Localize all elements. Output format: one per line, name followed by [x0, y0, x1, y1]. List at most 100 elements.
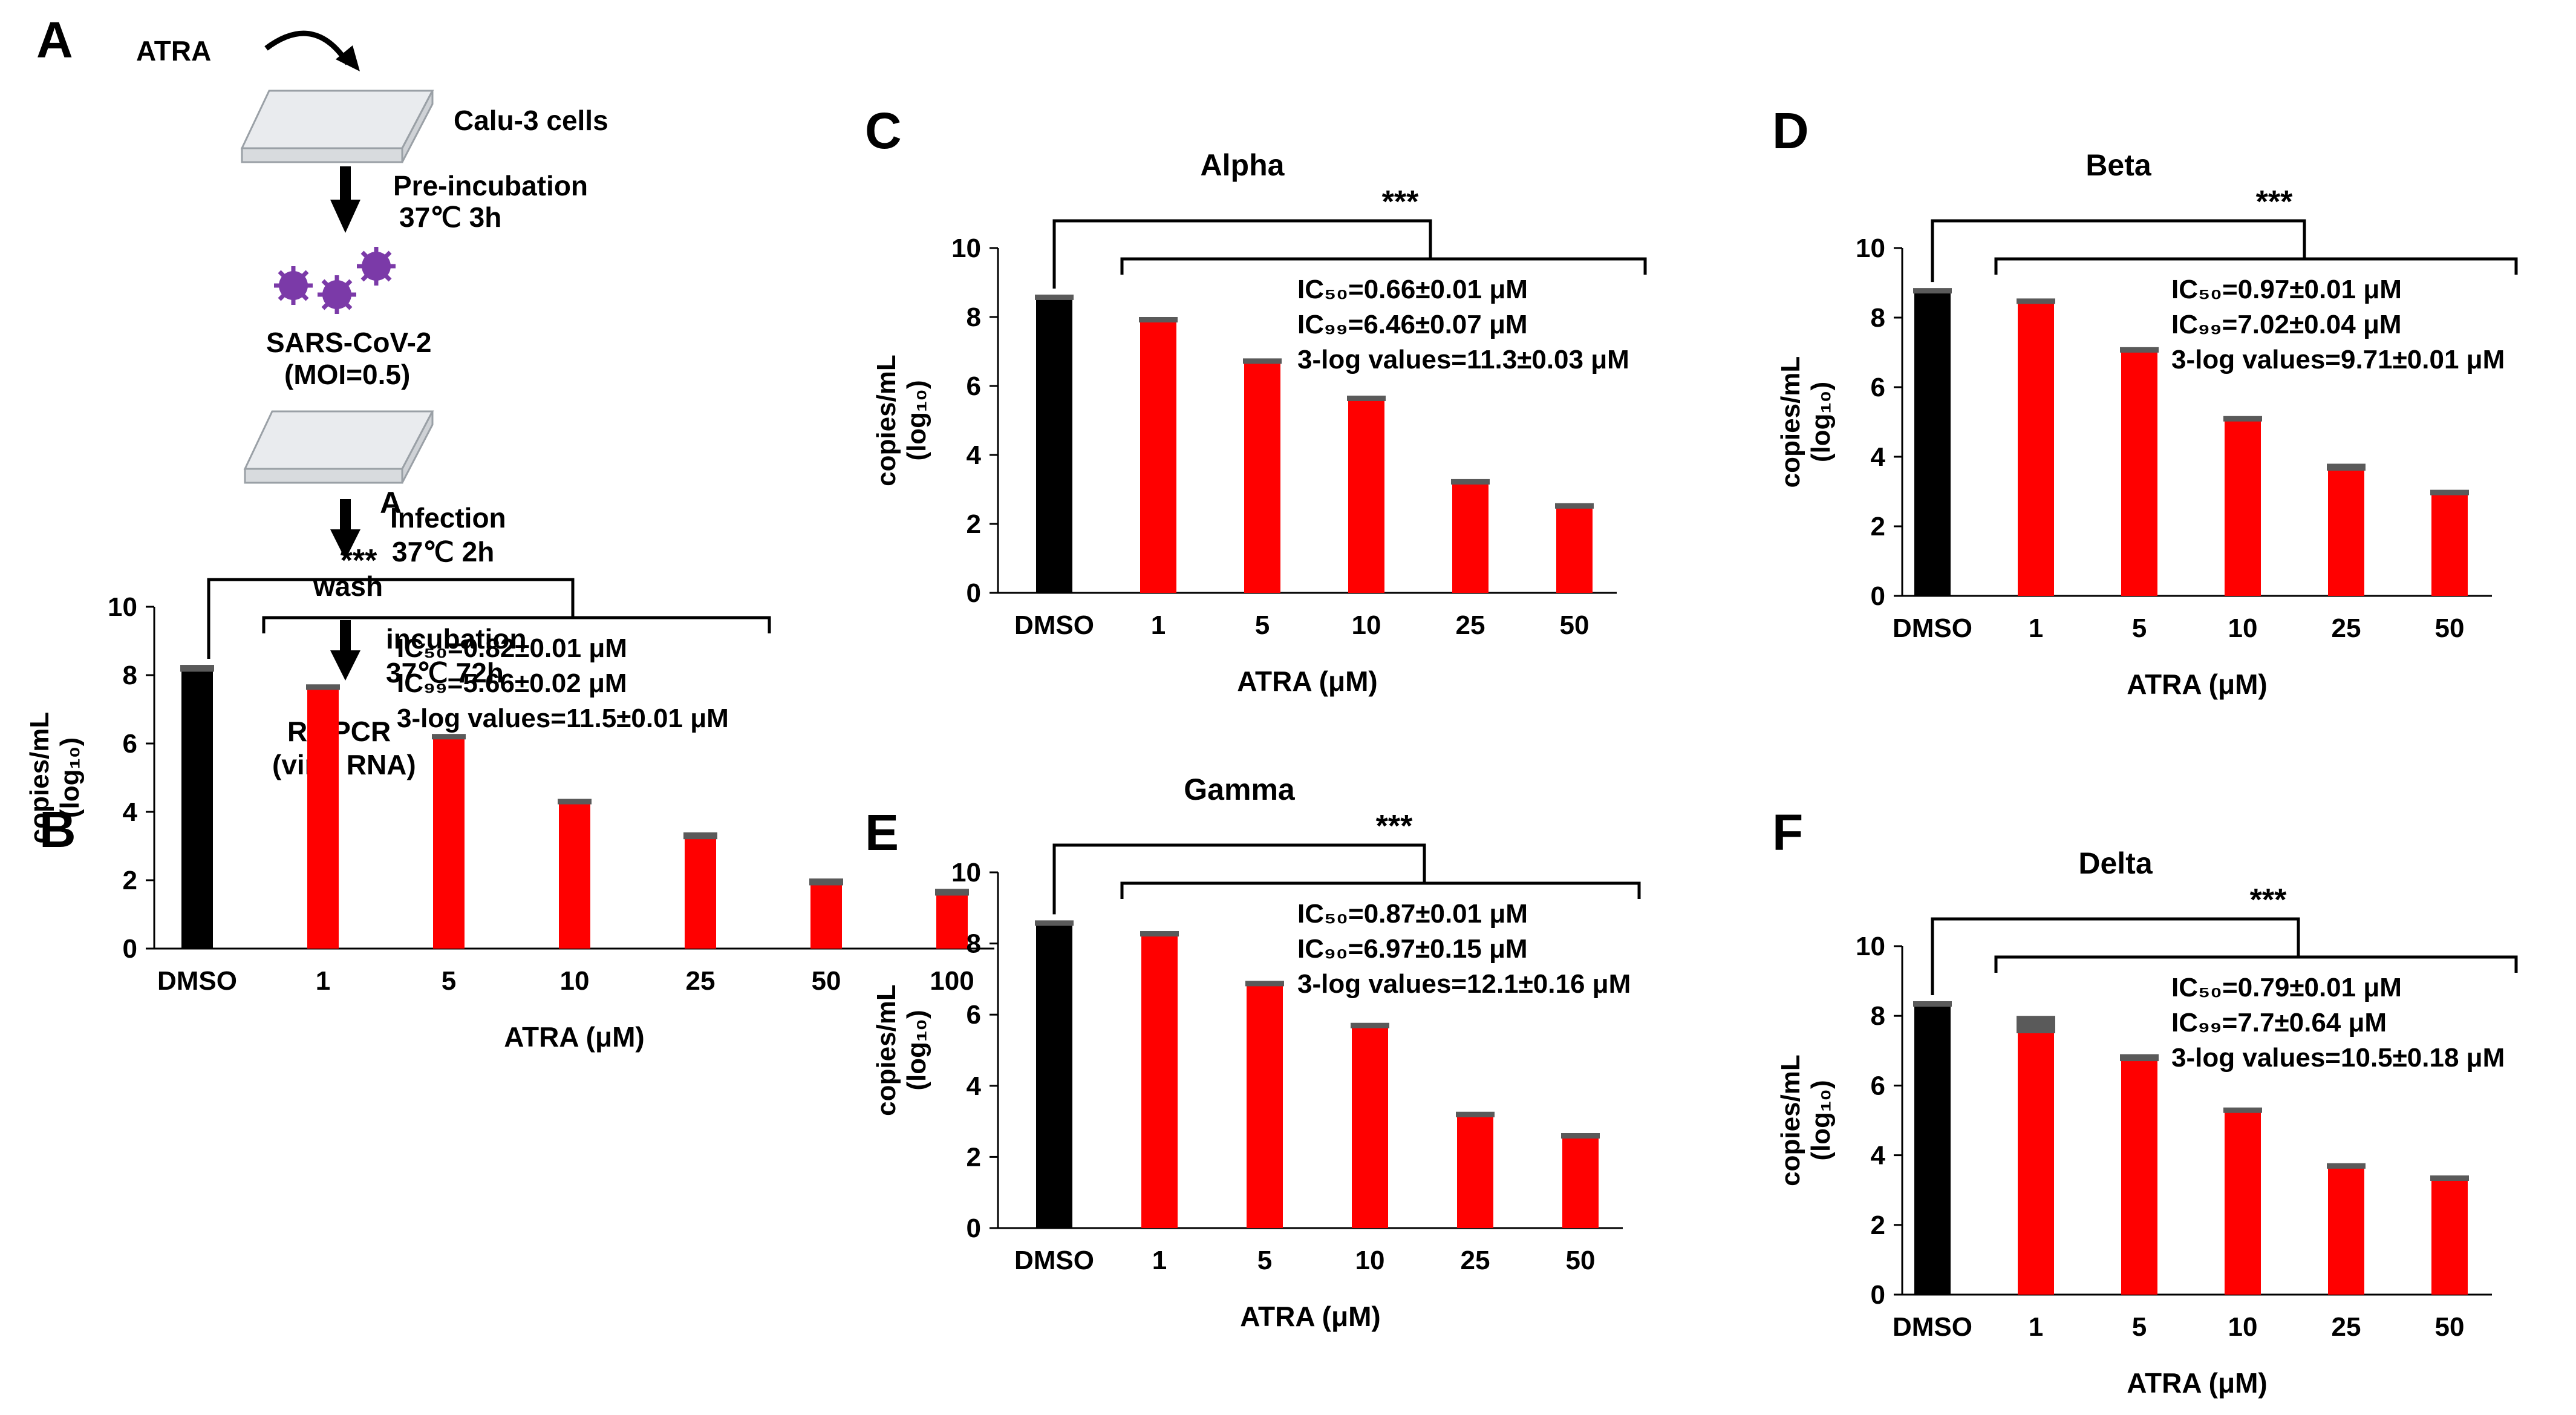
chart-title: Beta [2085, 148, 2152, 182]
x-tick-label: 25 [1461, 1246, 1490, 1275]
bar-50 [2431, 491, 2468, 596]
x-tick-label: 25 [1456, 610, 1485, 640]
culture-plate-icon-2 [243, 410, 434, 484]
significance-bracket-lower [1120, 257, 1647, 275]
x-tick-label: 5 [442, 966, 456, 996]
x-tick-label: 5 [1257, 1246, 1272, 1275]
x-tick-label: 1 [316, 966, 330, 996]
significance-bracket-lower [262, 616, 771, 633]
chart-title: Delta [2078, 846, 2153, 880]
error-bar [558, 799, 592, 805]
schematic-wash-label: wash [313, 570, 383, 602]
error-bar [1139, 317, 1178, 322]
schematic-virus-label: SARS-CoV-2 [266, 327, 431, 358]
x-tick-label: 50 [1560, 610, 1590, 640]
ic-annotation: IC₉₀=6.97±0.15 μM [1297, 934, 1528, 964]
panel-letter-e: E [865, 804, 899, 861]
panel-letter-a: A [36, 11, 73, 68]
chart-panel-d: 0 2 4 6 8 10 DMSO 1 5 10 25 50 ATRA (μM) Beta copies/m… [1776, 148, 2518, 700]
error-bar [1347, 395, 1386, 401]
x-tick-label: 10 [1355, 1246, 1385, 1275]
bar-5 [433, 736, 465, 949]
chart-panel-e: 0 2 4 6 8 10 DMSO 1 5 10 25 50 ATRA (μM) Gamma copies/… [872, 773, 1641, 1332]
x-tick-label: 10 [560, 966, 590, 996]
x-tick-label: 1 [1151, 610, 1166, 640]
y-tick-label: 6 [967, 1000, 981, 1030]
y-axis-title: copies/mL [25, 712, 54, 844]
ic-annotation: 3-log values=11.3±0.03 μM [1297, 345, 1629, 374]
error-bar [2430, 1175, 2469, 1181]
y-tick-label: 4 [1871, 1141, 1886, 1171]
bar-DMSO [1914, 1004, 1951, 1295]
error-bar [809, 878, 843, 886]
significance-bracket-lower [1994, 955, 2518, 973]
panel-letter-f: F [1772, 804, 1803, 861]
y-tick-label: 10 [1856, 234, 1885, 263]
x-tick-label: 50 [812, 966, 841, 996]
x-tick-label: 50 [2435, 1312, 2465, 1342]
x-tick-label: 50 [2435, 613, 2465, 643]
y-tick-label: 2 [967, 509, 981, 539]
error-bar [2120, 347, 2159, 353]
schematic-step3-label: incubation [386, 623, 527, 655]
significance-bracket-lower [1994, 257, 2518, 275]
bar-1 [1141, 932, 1178, 1228]
significance-bracket-lower [1120, 881, 1641, 899]
virus-spikes-icon [274, 247, 396, 314]
y-axis-title: copies/mL [1776, 356, 1805, 488]
x-tick-label: 100 [930, 966, 974, 996]
error-bar [1245, 981, 1284, 987]
schematic-readout-sub: (viral RNA) [272, 749, 416, 780]
panel-a-schematic: A ATRA Calu-3 cells Pre-incubation 37℃ 3… [36, 11, 608, 780]
error-bar [432, 734, 466, 740]
bar-10 [2225, 418, 2261, 596]
significance-bracket-upper [1931, 219, 2306, 283]
x-tick-label: 10 [2228, 613, 2258, 643]
y-axis-title: copies/mL [872, 355, 901, 486]
ic-annotation: IC₅₀=0.87±0.01 μM [1297, 899, 1528, 929]
significance-stars: *** [1382, 185, 1419, 220]
panel-letter-b: B [39, 801, 76, 858]
x-axis-title: ATRA (μM) [504, 1021, 645, 1053]
x-tick-label: DMSO [1014, 610, 1094, 640]
bar-5 [2121, 1057, 2157, 1295]
bar-25 [1457, 1114, 1493, 1228]
y-axis-title-unit: (log₁₀) [1806, 382, 1836, 462]
schematic-step2-cond: 37℃ 2h [392, 536, 494, 567]
ic-annotation: IC₅₀=0.79±0.01 μM [2171, 973, 2402, 1002]
ic-annotation: IC₉₉=7.7±0.64 μM [2171, 1008, 2387, 1038]
bar-5 [1244, 360, 1280, 593]
x-axis-title: ATRA (μM) [2127, 668, 2268, 700]
y-axis-title-unit: (log₁₀) [902, 380, 931, 460]
x-tick-label: 25 [2332, 613, 2361, 643]
y-tick-label: 10 [1856, 932, 1885, 961]
significance-bracket-upper [207, 578, 575, 659]
chart-title: A [380, 486, 402, 520]
x-tick-label: 1 [1152, 1246, 1167, 1275]
significance-stars: *** [2250, 883, 2287, 918]
bar-10 [559, 802, 590, 949]
ic-annotation: IC₅₀=0.82±0.01 μM [397, 633, 627, 663]
bar-1 [1140, 318, 1176, 593]
y-tick-label: 6 [1871, 373, 1885, 402]
ic-annotation: IC₉₉=5.66±0.02 μM [397, 668, 627, 698]
error-bar [2327, 463, 2366, 471]
y-tick-label: 8 [1871, 1001, 1885, 1031]
chart-title: Gamma [1184, 773, 1296, 806]
down-arrow-icon-2 [330, 499, 360, 560]
y-tick-label: 2 [967, 1142, 981, 1172]
y-axis-title-unit: (log₁₀) [1806, 1080, 1836, 1160]
schematic-drug-label: ATRA [136, 35, 211, 67]
error-bar [1035, 294, 1074, 300]
error-bar [935, 889, 969, 896]
x-tick-label: DMSO [157, 966, 237, 996]
schematic-step1-cond: 37℃ 3h [399, 201, 501, 233]
chart-panel-c: 0 2 4 6 8 10 DMSO 1 5 10 25 50 ATRA (μM) Alpha copies/… [872, 148, 1647, 697]
bar-25 [685, 835, 716, 949]
x-tick-label: 1 [2029, 1312, 2043, 1342]
x-tick-label: DMSO [1893, 613, 1972, 643]
error-bar [180, 665, 214, 672]
error-bar [1456, 1111, 1495, 1117]
x-axis-title: ATRA (μM) [1240, 1301, 1381, 1332]
